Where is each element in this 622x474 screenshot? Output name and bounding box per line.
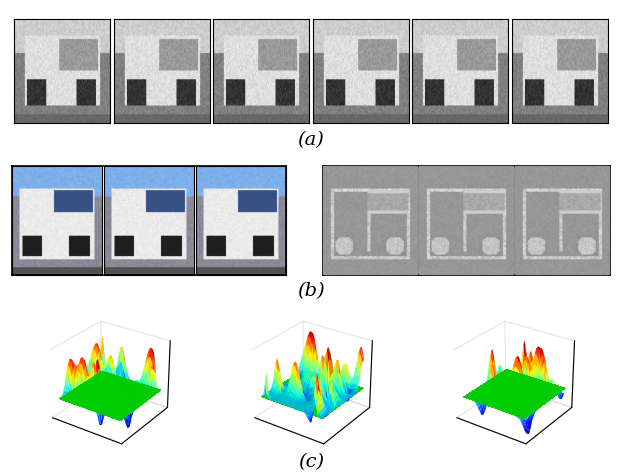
Text: (c): (c) — [298, 453, 324, 471]
Text: (a): (a) — [297, 131, 325, 149]
Text: (b): (b) — [297, 283, 325, 301]
